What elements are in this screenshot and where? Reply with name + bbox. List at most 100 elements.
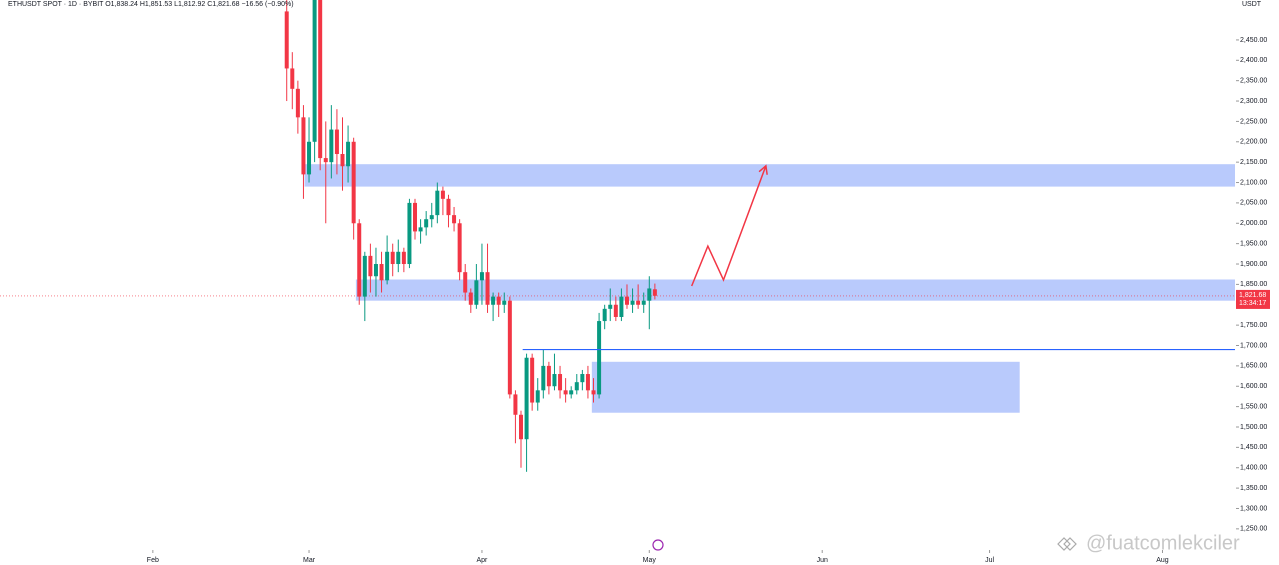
candle-body <box>496 296 501 305</box>
candle-body <box>619 296 624 317</box>
y-tick-label: 1,650.00 <box>1240 363 1267 370</box>
chart-header: ETHUSDT SPOT · 1D · BYBIT O1,838.24 H1,8… <box>8 1 294 8</box>
y-tick-label: 2,400.00 <box>1240 57 1267 64</box>
y-tick-label: 1,600.00 <box>1240 383 1267 390</box>
candle-body <box>440 190 445 199</box>
candle-body <box>368 255 373 277</box>
candle-body <box>301 117 306 175</box>
candle-body <box>457 223 462 273</box>
y-tick-label: 1,350.00 <box>1240 485 1267 492</box>
y-tick-label: 2,050.00 <box>1240 200 1267 207</box>
y-tick-label: 1,700.00 <box>1240 342 1267 349</box>
candle-body <box>641 300 646 305</box>
candle-body <box>424 219 429 228</box>
candle-body <box>357 223 362 297</box>
candle-body <box>507 300 512 395</box>
candle-body <box>385 251 390 281</box>
y-tick-label: 1,750.00 <box>1240 322 1267 329</box>
candle-body <box>468 292 473 305</box>
y-tick-label: 1,850.00 <box>1240 281 1267 288</box>
candle-body <box>630 300 635 305</box>
candle-body <box>340 154 345 167</box>
event-icon <box>652 539 664 551</box>
candle-body <box>563 390 568 395</box>
candle-body <box>474 280 479 305</box>
candle-body <box>569 390 574 395</box>
candle-body <box>407 202 412 265</box>
candle-body <box>602 308 607 322</box>
candle-body <box>390 251 395 265</box>
arrow-head <box>758 164 768 175</box>
x-tick-label: Apr <box>476 557 488 564</box>
candle-body <box>574 382 579 391</box>
candle-body <box>284 11 289 69</box>
candle-body <box>379 264 384 281</box>
candle-body <box>312 0 317 142</box>
candle-body <box>636 300 641 305</box>
candle-body <box>518 414 523 440</box>
y-tick-label: 1,250.00 <box>1240 526 1267 533</box>
candle-body <box>396 251 401 265</box>
candle-body <box>585 374 590 391</box>
x-tick-label: Aug <box>1156 557 1169 564</box>
candle-body <box>552 374 557 387</box>
candle-body <box>479 272 484 281</box>
candle-body <box>597 321 602 395</box>
candle-body <box>541 365 546 391</box>
watermark-icon <box>1057 537 1077 551</box>
candle-body <box>591 390 596 395</box>
candle-body <box>329 129 334 163</box>
candle-body <box>513 394 518 415</box>
candle-body <box>502 300 507 305</box>
candle-body <box>295 88 300 118</box>
zone <box>591 361 1020 413</box>
candle-body <box>323 158 328 163</box>
x-tick-label: Jul <box>985 557 994 564</box>
countdown-label: 13:34:17 <box>1239 300 1266 307</box>
price-badge <box>1236 289 1270 309</box>
candle-body <box>307 141 312 175</box>
x-tick-label: Feb <box>147 557 159 564</box>
candle-body <box>362 255 367 297</box>
candle-body <box>351 141 356 224</box>
y-tick-label: 2,150.00 <box>1240 159 1267 166</box>
x-tick-label: Jun <box>817 557 828 564</box>
candle-body <box>452 215 457 224</box>
y-tick-label: 2,100.00 <box>1240 179 1267 186</box>
x-tick-label: Mar <box>303 557 316 564</box>
y-tick-label: 2,000.00 <box>1240 220 1267 227</box>
candle-body <box>608 304 613 309</box>
candle-body <box>290 68 295 89</box>
y-tick-label: 1,300.00 <box>1240 505 1267 512</box>
candle-body <box>413 202 418 232</box>
y-tick-label: 2,300.00 <box>1240 98 1267 105</box>
candle-body <box>530 357 535 403</box>
y-tick-label: 2,350.00 <box>1240 78 1267 85</box>
y-tick-label: 1,400.00 <box>1240 465 1267 472</box>
candle-body <box>558 374 563 391</box>
projection-arrow <box>690 165 767 287</box>
x-tick-label: May <box>643 557 657 564</box>
y-tick-label: 1,950.00 <box>1240 240 1267 247</box>
candle-body <box>463 272 468 293</box>
candle-body <box>647 288 652 301</box>
candle-body <box>373 264 378 277</box>
y-tick-label: 2,200.00 <box>1240 139 1267 146</box>
candle-body <box>418 227 423 232</box>
y-tick-label: 1,450.00 <box>1240 444 1267 451</box>
candle-body <box>446 198 451 216</box>
candle-body <box>624 296 629 305</box>
price-badge-label: 1,821.68 <box>1239 292 1266 299</box>
y-tick-label: 2,250.00 <box>1240 118 1267 125</box>
y-tick-label: 1,550.00 <box>1240 403 1267 410</box>
y-tick-label: 2,450.00 <box>1240 37 1267 44</box>
candle-body <box>546 365 551 387</box>
candle-body <box>613 304 618 317</box>
y-tick-label: 1,500.00 <box>1240 424 1267 431</box>
candle-body <box>318 0 323 159</box>
zone <box>304 164 1235 187</box>
currency-label: USDT <box>1242 1 1262 8</box>
candle-body <box>491 296 496 305</box>
zone <box>355 279 1235 301</box>
